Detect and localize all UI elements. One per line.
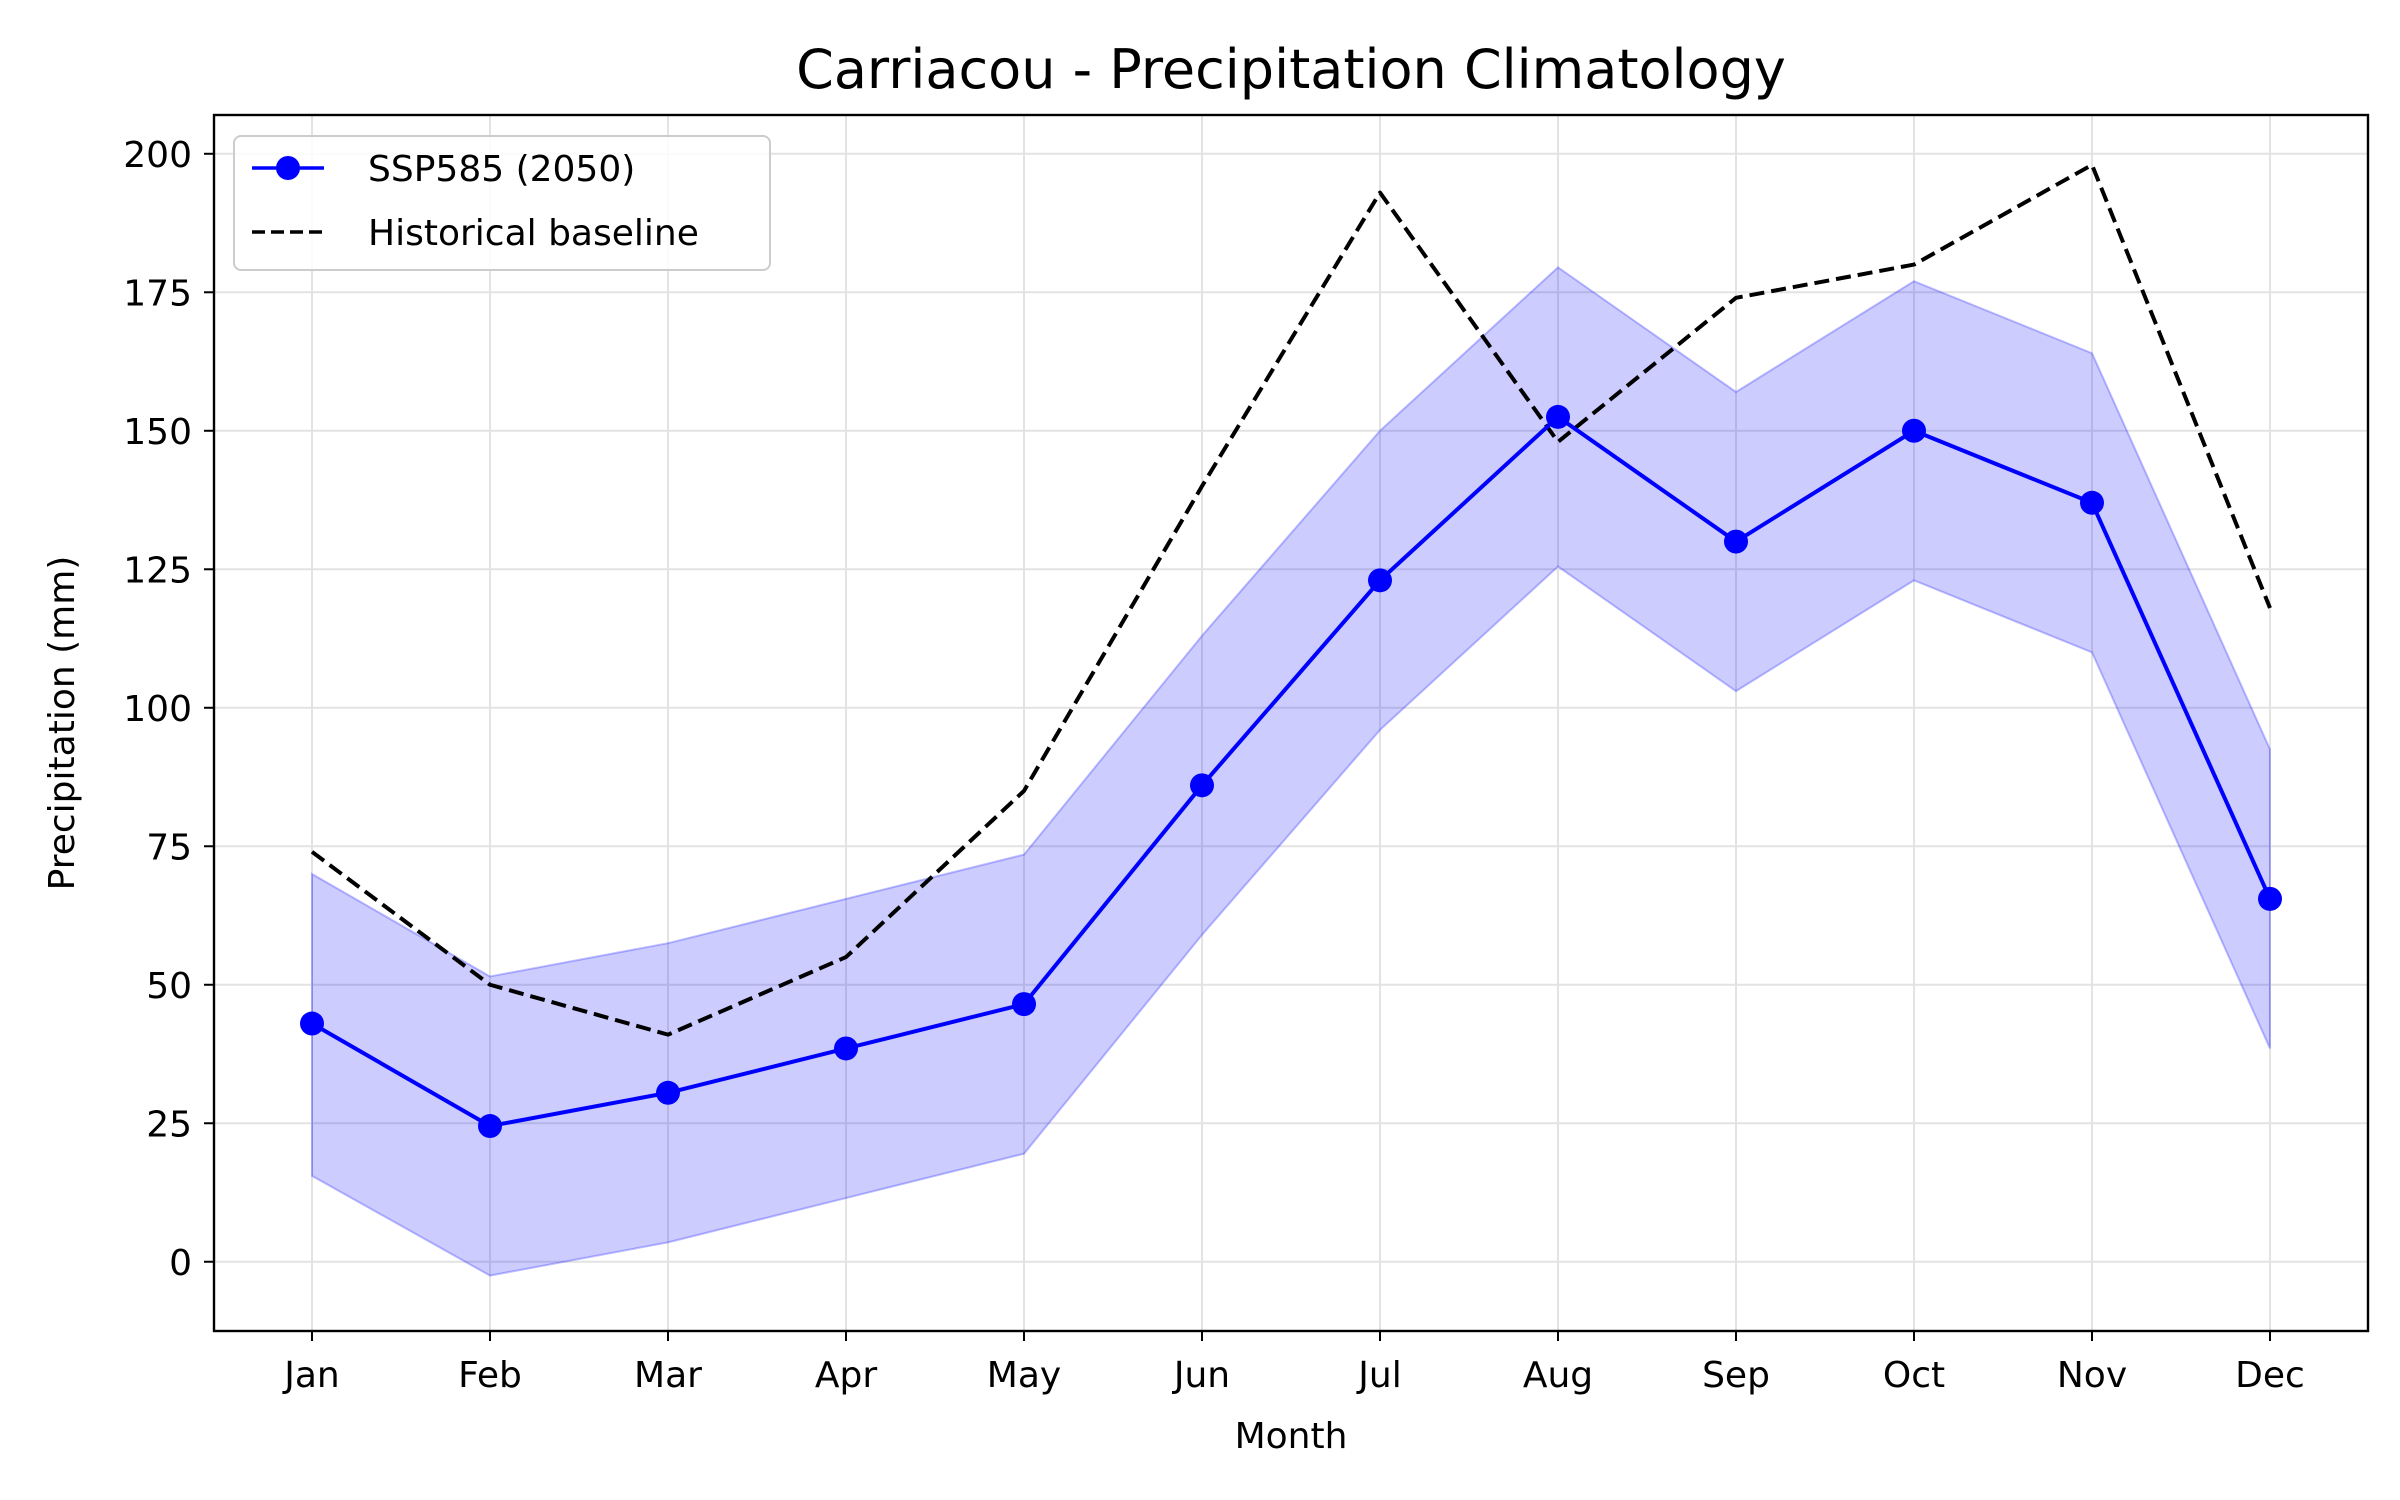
ssp585-uncertainty-band bbox=[311, 266, 2271, 1277]
x-tick-label: Sep bbox=[1702, 1355, 1770, 1396]
chart-title: Carriacou - Precipitation Climatology bbox=[796, 38, 1786, 101]
ssp585-line bbox=[311, 414, 2272, 1129]
ssp585-point bbox=[1546, 404, 1570, 429]
y-tick-label: 125 bbox=[123, 550, 192, 591]
x-tick-label: Oct bbox=[1883, 1355, 1945, 1396]
uncertainty-band-layer bbox=[311, 266, 2271, 1277]
ssp585-point bbox=[1368, 568, 1392, 593]
x-tick-label: Mar bbox=[634, 1355, 702, 1396]
x-tick-label: Jun bbox=[1172, 1355, 1230, 1396]
ssp585-point bbox=[300, 1011, 324, 1036]
x-tick-label: Jan bbox=[282, 1355, 340, 1396]
y-tick-label: 0 bbox=[169, 1243, 192, 1284]
x-axis-title: Month bbox=[1235, 1416, 1348, 1457]
legend: SSP585 (2050) Historical baseline bbox=[233, 135, 771, 271]
y-tick-label: 50 bbox=[146, 966, 192, 1007]
ssp585-point bbox=[478, 1114, 502, 1139]
ssp585-point bbox=[1902, 418, 1926, 443]
ssp585-point bbox=[1012, 992, 1036, 1017]
y-tick-label: 25 bbox=[146, 1104, 192, 1145]
x-tick-label: May bbox=[987, 1355, 1061, 1396]
y-axis-title: Precipitation (mm) bbox=[42, 556, 83, 891]
legend-label-ssp585: SSP585 (2050) bbox=[368, 149, 635, 190]
x-tick-label: Dec bbox=[2235, 1355, 2305, 1396]
ssp585-point bbox=[1190, 773, 1214, 798]
historical-baseline-line bbox=[310, 162, 2272, 1037]
ssp585-point bbox=[2258, 886, 2282, 911]
x-tick-label: Nov bbox=[2057, 1355, 2127, 1396]
y-tick-label: 150 bbox=[123, 412, 192, 453]
x-tick-label: Aug bbox=[1523, 1355, 1593, 1396]
y-tick-label: 100 bbox=[123, 689, 192, 730]
legend-item-ssp585: SSP585 (2050) bbox=[252, 149, 635, 190]
x-axis-ticks: Jan Feb Mar Apr May Jun Jul Aug Sep Oct Nov Dec bbox=[282, 1331, 2305, 1396]
plot-frame bbox=[212, 113, 2370, 1333]
y-tick-label: 175 bbox=[123, 273, 192, 314]
x-tick-label: Apr bbox=[815, 1355, 877, 1396]
y-tick-label: 200 bbox=[123, 135, 192, 176]
legend-label-historical: Historical baseline bbox=[368, 213, 699, 254]
ssp585-point bbox=[656, 1080, 680, 1105]
legend-item-historical: Historical baseline bbox=[252, 213, 699, 254]
x-tick-label: Jul bbox=[1356, 1355, 1401, 1396]
y-tick-label: 75 bbox=[146, 827, 192, 868]
legend-marker-ssp585 bbox=[276, 156, 300, 180]
grid-lines bbox=[214, 115, 2368, 1331]
ssp585-point bbox=[834, 1036, 858, 1061]
y-axis-ticks: 0 25 50 75 100 125 150 175 200 bbox=[123, 135, 214, 1284]
x-tick-label: Feb bbox=[458, 1355, 522, 1396]
legend-frame bbox=[233, 135, 771, 271]
ssp585-point bbox=[1724, 529, 1748, 554]
ssp585-point bbox=[2080, 490, 2104, 515]
series-layer bbox=[300, 162, 2282, 1139]
